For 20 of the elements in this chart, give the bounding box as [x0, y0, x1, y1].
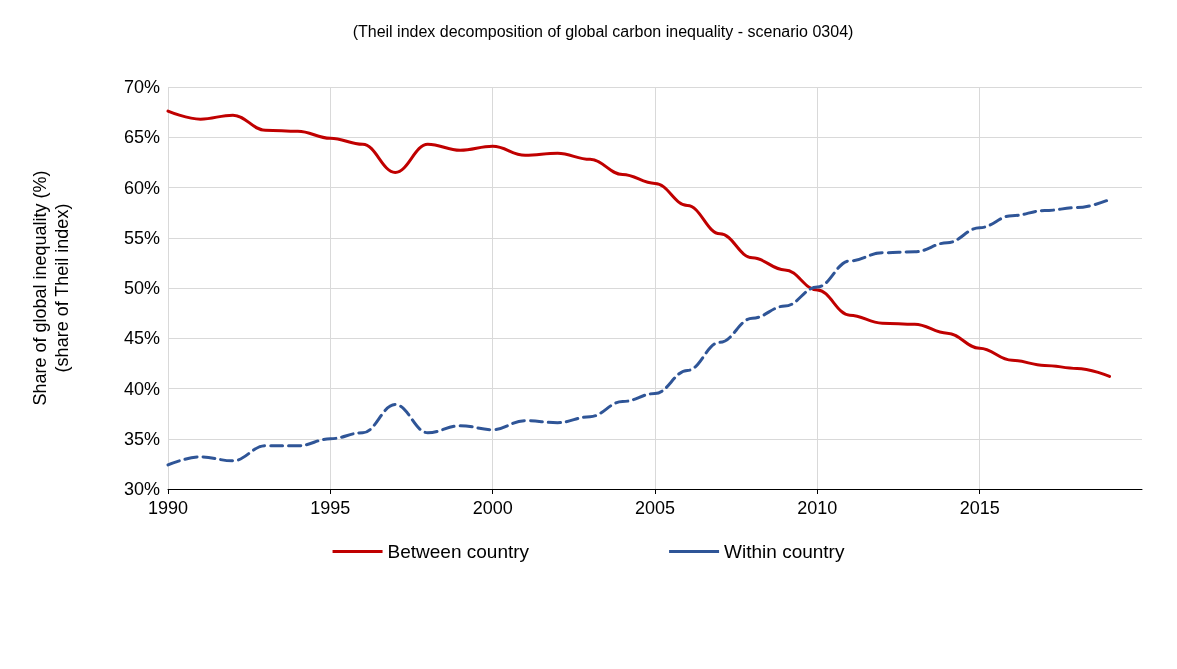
line-series [166, 109, 1112, 378]
x-tick-label: 2000 [472, 498, 513, 518]
y-tick-label: 45% [123, 328, 160, 349]
legend-label: Within country [724, 541, 845, 562]
y-tick-label: 55% [123, 227, 160, 248]
y-tick-label: 60% [123, 177, 160, 198]
y-tick-label: 50% [123, 278, 160, 298]
y-tick-label: 40% [123, 378, 160, 399]
chart-title: (Theil index decomposition of global carbon inequality - scenario 0304) [352, 22, 854, 40]
y-tick-label: 30% [123, 479, 160, 499]
x-tick-label: 2010 [797, 498, 838, 518]
x-tick-label: 1995 [310, 498, 351, 518]
legend-label: Between country [387, 541, 530, 562]
x-tick-label: 1990 [147, 498, 189, 518]
y-tick-label: 70% [123, 77, 160, 97]
y-axis-title: Share of global inequality (%) (share of Theil index) [30, 170, 72, 406]
x-tick-label: 2005 [634, 498, 676, 518]
x-tick-label: 2015 [959, 498, 1000, 518]
y-tick-label: 35% [123, 428, 160, 449]
y-tick-label: 65% [123, 127, 160, 148]
